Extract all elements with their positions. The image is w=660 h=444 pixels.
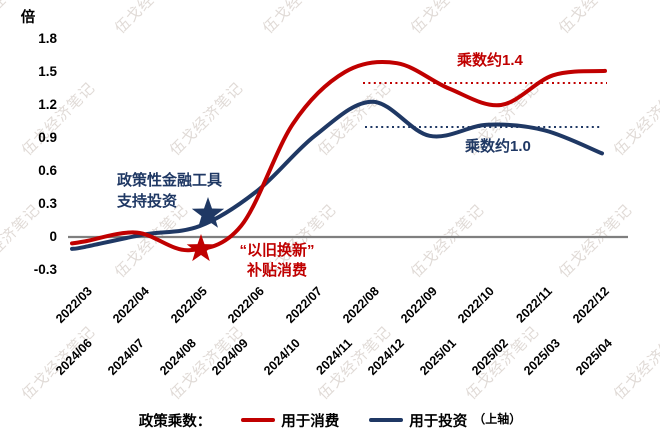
legend: 政策乘数： 用于消费 用于投资 （上轴） bbox=[0, 407, 660, 433]
annotation-line: 支持投资 bbox=[117, 193, 178, 210]
legend-label-investment: 用于投资 bbox=[409, 413, 468, 430]
annotation-multiplier-1-0: 乘数约1.0 bbox=[465, 138, 531, 155]
investment-line bbox=[70, 99, 604, 251]
consumption-star-marker bbox=[186, 234, 216, 262]
annotation-policy-financial-tool: 政策性金融工具 支持投资 bbox=[117, 170, 222, 212]
investment-star-marker bbox=[191, 197, 225, 228]
y-tick-label: 1.5 bbox=[38, 64, 57, 79]
consumption-line-swatch bbox=[241, 418, 276, 422]
annotation-trade-in-subsidy: “以旧换新” 补贴消费 bbox=[234, 241, 320, 281]
y-tick-label: 0 bbox=[49, 229, 57, 244]
y-tick-label: 0.3 bbox=[38, 196, 57, 211]
consumption-line bbox=[70, 59, 607, 253]
y-tick-label: 0.6 bbox=[38, 163, 57, 178]
legend-item-consumption: 用于消费 bbox=[241, 410, 339, 431]
legend-title: 政策乘数： bbox=[138, 413, 212, 430]
investment-line-swatch bbox=[369, 418, 404, 422]
y-axis-unit-label: 倍 bbox=[20, 10, 36, 26]
annotation-line: 政策性金融工具 bbox=[117, 172, 223, 189]
annotation-line: “以旧换新” bbox=[239, 242, 315, 259]
annotation-line: 补贴消费 bbox=[246, 262, 307, 279]
y-tick-label: 1.8 bbox=[38, 31, 57, 46]
legend-note-upper-axis: （上轴） bbox=[473, 411, 522, 426]
legend-label-consumption: 用于消费 bbox=[281, 413, 340, 430]
annotation-multiplier-1-4: 乘数约1.4 bbox=[457, 52, 523, 69]
y-tick-label: 1.2 bbox=[38, 97, 57, 112]
legend-item-investment: 用于投资 （上轴） bbox=[369, 410, 521, 431]
y-tick-label: 0.9 bbox=[38, 130, 57, 145]
y-tick-label: -0.3 bbox=[33, 262, 57, 277]
